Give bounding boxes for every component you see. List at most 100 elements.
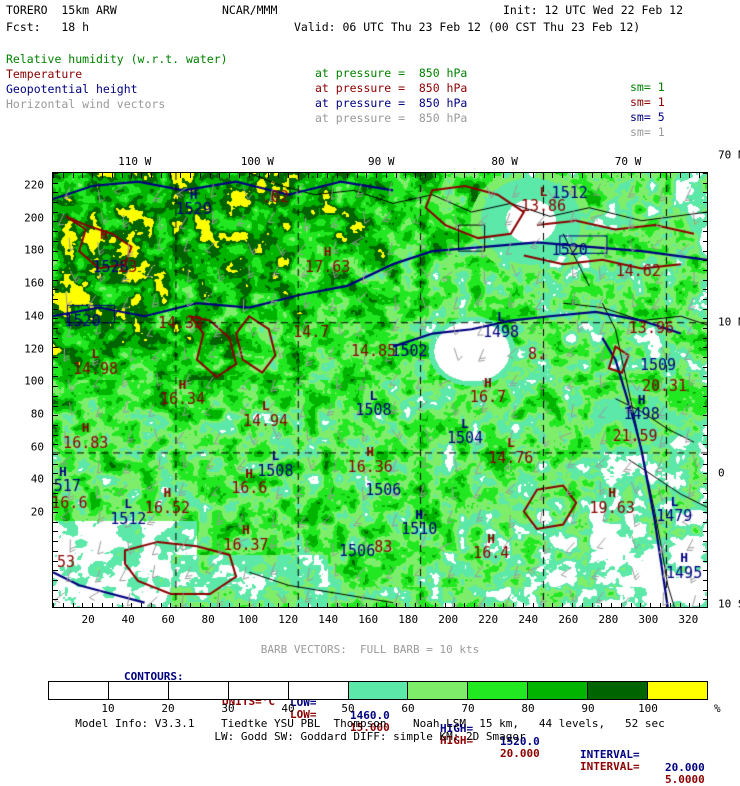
axis-tickmark-bottom <box>101 603 103 607</box>
axis-tick-bottom-120: 120 <box>278 613 299 626</box>
axis-tickmark-top <box>640 173 642 178</box>
axis-tickmark-top <box>503 173 505 178</box>
contour-low-value-height: 1460.0 <box>350 709 390 722</box>
axis-tick-bottom-140: 140 <box>318 613 339 626</box>
axis-tickmark-left <box>53 289 58 291</box>
forecast-hour: Fcst: 18 h <box>6 20 90 34</box>
axis-tickmark-top <box>660 173 662 178</box>
axis-tickmark-top <box>630 173 632 178</box>
axis-tickmark-left <box>53 202 58 204</box>
axis-tickmark-bottom <box>307 603 309 607</box>
axis-tick-bottom-80: 80 <box>201 613 215 626</box>
axis-tickmark-right <box>703 521 707 523</box>
axis-tick-bottom-220: 220 <box>478 613 499 626</box>
axis-tickmark-bottom <box>522 603 524 607</box>
axis-tickmark-top <box>679 173 681 178</box>
barb-vectors-legend: BARB VECTORS: FULL BARB = 10 kts <box>260 643 480 656</box>
axis-tickmark-top <box>611 173 613 178</box>
axis-tickmark-top <box>268 173 270 178</box>
colorbar-tick-30: 30 <box>221 702 235 715</box>
axis-tickmark-right <box>703 599 707 601</box>
axis-tickmark-bottom <box>199 603 201 607</box>
axis-tickmark-right <box>703 202 707 204</box>
axis-tickmark-top <box>92 173 94 178</box>
axis-tickmark-right <box>703 550 707 552</box>
axis-tickmark-bottom <box>170 603 172 607</box>
axis-tickmark-left <box>53 483 58 485</box>
axis-tickmark-top <box>346 173 348 178</box>
axis-tickmark-bottom <box>82 603 84 607</box>
axis-tickmark-right <box>703 541 707 543</box>
axis-tickmark-bottom <box>356 603 358 607</box>
contour-interval-value-temperature: 5.0000 <box>665 773 705 786</box>
axis-tickmark-bottom <box>620 603 622 607</box>
axis-tickmark-top <box>327 173 329 178</box>
colorbar-tick-100: 100 <box>638 702 658 715</box>
axis-tickmark-bottom <box>689 603 691 607</box>
axis-tick-bottom-160: 160 <box>358 613 379 626</box>
axis-tickmark-left <box>53 357 58 359</box>
axis-tickmark-top <box>111 173 113 178</box>
axis-tickmark-bottom <box>209 603 211 607</box>
field-pressure-wind-vectors: at pressure = 850 hPa <box>315 111 468 125</box>
contour-interval-label-temperature: INTERVAL= <box>580 760 640 773</box>
axis-tickmark-top <box>562 173 564 178</box>
axis-tickmark-top <box>493 173 495 178</box>
axis-tickmark-bottom <box>160 603 162 607</box>
field-pressure-relative-humidity: at pressure = 850 hPa <box>315 66 468 80</box>
axis-tickmark-bottom <box>425 603 427 607</box>
axis-tickmark-right <box>703 531 707 533</box>
axis-tickmark-left <box>53 550 58 552</box>
axis-tickmark-bottom <box>72 603 74 607</box>
axis-tickmark-right <box>703 192 707 194</box>
axis-tickmark-top <box>415 173 417 178</box>
axis-tickmark-bottom <box>131 603 133 607</box>
axis-tickmark-bottom <box>121 603 123 607</box>
axis-tickmark-bottom <box>376 603 378 607</box>
axis-tickmark-right <box>703 444 707 446</box>
plot-frame <box>52 172 708 608</box>
axis-tickmark-top <box>552 173 554 178</box>
axis-tick-left-80: 80 <box>30 407 44 421</box>
axis-tickmark-right <box>703 492 707 494</box>
axis-tickmark-top <box>522 173 524 178</box>
axis-tickmark-bottom <box>62 603 64 607</box>
axis-tick-bottom-240: 240 <box>518 613 539 626</box>
axis-tickmark-bottom <box>503 603 505 607</box>
colorbar-tick-20: 20 <box>161 702 175 715</box>
contour-low-value-temperature: 15.000 <box>350 721 390 734</box>
axis-tickmark-bottom <box>395 603 397 607</box>
field-name-temperature: Temperature <box>6 67 83 81</box>
axis-tickmark-top <box>601 173 603 178</box>
axis-tickmark-bottom <box>542 603 544 607</box>
contour-high-value-temperature: 20.000 <box>500 747 540 760</box>
axis-tickmark-left <box>53 424 58 426</box>
axis-tickmark-bottom <box>532 603 534 607</box>
axis-tickmark-bottom <box>474 603 475 607</box>
axis-tick-bottom-300: 300 <box>638 613 659 626</box>
axis-tickmark-left <box>53 366 58 368</box>
axis-tickmark-left <box>53 589 58 591</box>
axis-tickmark-bottom <box>219 603 221 607</box>
axis-tickmark-right <box>703 570 707 572</box>
axis-tickmark-bottom <box>229 603 231 607</box>
model-info-line-1: Model Info: V3.3.1 Tiedtke YSU PBL Thomp… <box>75 717 665 730</box>
axis-tick-bottom-320: 320 <box>678 613 699 626</box>
axis-tickmark-top <box>434 173 436 178</box>
colorbar-cell-5 <box>348 682 409 699</box>
axis-tickmark-top <box>62 173 64 178</box>
axis-tick-left-120: 120 <box>24 342 44 356</box>
colorbar-cell-1 <box>108 682 169 699</box>
axis-tickmark-bottom <box>111 603 113 607</box>
axis-tickmark-left <box>53 531 58 533</box>
axis-tickmark-top <box>699 173 701 178</box>
axis-tickmark-right <box>703 434 707 436</box>
colorbar-tick-10: 10 <box>101 702 115 715</box>
axis-tick-bottom-100: 100 <box>238 613 259 626</box>
relative-humidity-field <box>53 173 707 607</box>
axis-tick-left-180: 180 <box>24 243 44 257</box>
axis-tickmark-left <box>53 279 58 281</box>
axis-tickmark-top <box>571 173 573 178</box>
contour-label-height: CONTOURS: <box>124 670 184 683</box>
axis-tickmark-right <box>703 415 707 417</box>
